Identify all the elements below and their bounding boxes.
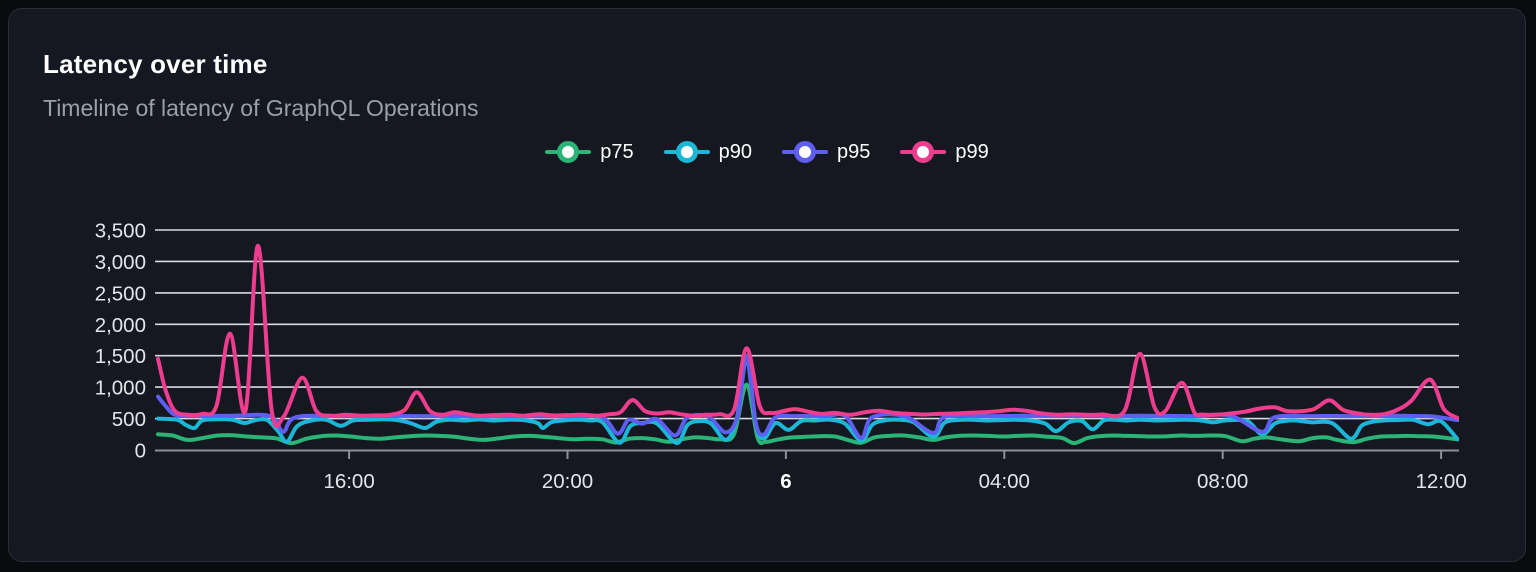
latency-panel: Latency over time Timeline of latency of… xyxy=(8,8,1526,562)
legend-item-p99[interactable]: p99 xyxy=(900,140,989,164)
legend-item-p95[interactable]: p95 xyxy=(782,140,870,164)
legend-series-marker-icon xyxy=(663,140,710,164)
legend-item-label: p75 xyxy=(600,140,634,163)
legend-series-marker-icon xyxy=(900,140,947,164)
panel-subtitle: Timeline of latency of GraphQL Operation… xyxy=(43,95,479,121)
chart-legend: p75 p90 p95 p99 xyxy=(9,140,1525,164)
legend-series-marker-icon xyxy=(782,140,828,164)
legend-item-p75[interactable]: p75 xyxy=(545,140,634,164)
legend-item-label: p99 xyxy=(955,140,989,163)
panel-title: Latency over time xyxy=(43,49,268,79)
legend-item-label: p90 xyxy=(718,140,752,163)
legend-item-p90[interactable]: p90 xyxy=(663,140,752,164)
legend-item-label: p95 xyxy=(837,140,871,163)
legend-series-marker-icon xyxy=(545,140,592,164)
